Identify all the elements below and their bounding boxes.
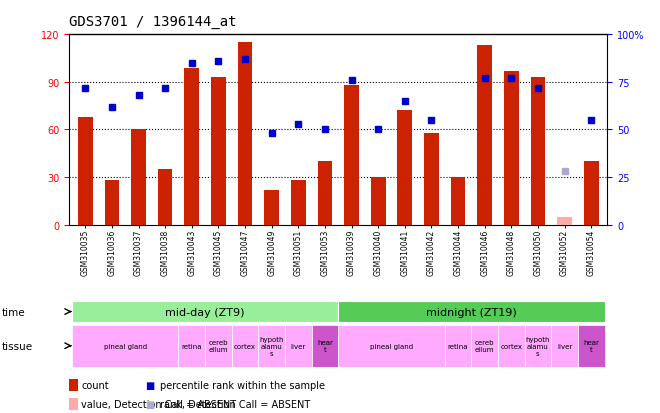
Text: midnight (ZT19): midnight (ZT19) xyxy=(426,307,517,317)
Text: liver: liver xyxy=(557,343,572,349)
Text: count: count xyxy=(81,380,109,390)
Bar xyxy=(338,325,445,367)
Bar xyxy=(317,162,332,225)
Bar xyxy=(345,86,359,225)
Bar xyxy=(397,111,412,225)
Bar xyxy=(451,178,465,225)
Text: hear
t: hear t xyxy=(583,339,599,352)
Text: cortex: cortex xyxy=(234,343,256,349)
Text: hypoth
alamu
s: hypoth alamu s xyxy=(526,336,550,356)
Bar xyxy=(371,178,385,225)
Bar xyxy=(258,325,285,367)
Text: cereb
ellum: cereb ellum xyxy=(475,339,494,352)
Bar xyxy=(445,325,471,367)
Text: hear
t: hear t xyxy=(317,339,333,352)
Bar xyxy=(72,325,178,367)
Text: rank, Detection Call = ABSENT: rank, Detection Call = ABSENT xyxy=(160,399,310,409)
Bar xyxy=(205,325,232,367)
Bar xyxy=(104,181,119,225)
Bar xyxy=(504,71,519,225)
Bar xyxy=(525,325,551,367)
Text: pineal gland: pineal gland xyxy=(104,343,147,349)
Bar xyxy=(531,78,545,225)
Bar xyxy=(312,325,338,367)
Text: cortex: cortex xyxy=(500,343,522,349)
Text: pineal gland: pineal gland xyxy=(370,343,413,349)
Text: ■: ■ xyxy=(145,380,154,390)
Bar xyxy=(232,325,258,367)
Bar xyxy=(78,117,92,225)
Text: tissue: tissue xyxy=(2,341,33,351)
Text: retina: retina xyxy=(448,343,469,349)
Bar xyxy=(265,190,279,225)
Text: percentile rank within the sample: percentile rank within the sample xyxy=(160,380,325,390)
Bar xyxy=(498,325,525,367)
Bar xyxy=(584,162,599,225)
Bar xyxy=(291,181,306,225)
Text: cereb
ellum: cereb ellum xyxy=(209,339,228,352)
Bar xyxy=(131,130,146,225)
Bar xyxy=(471,325,498,367)
Bar xyxy=(551,325,578,367)
Text: GDS3701 / 1396144_at: GDS3701 / 1396144_at xyxy=(69,15,237,29)
Bar xyxy=(285,325,312,367)
Bar xyxy=(477,46,492,225)
Bar xyxy=(338,301,605,322)
Bar xyxy=(424,133,439,225)
Bar xyxy=(158,170,172,225)
Text: retina: retina xyxy=(182,343,202,349)
Text: value, Detection Call = ABSENT: value, Detection Call = ABSENT xyxy=(81,399,236,409)
Text: mid-day (ZT9): mid-day (ZT9) xyxy=(166,307,245,317)
Bar xyxy=(178,325,205,367)
Text: liver: liver xyxy=(290,343,306,349)
Text: time: time xyxy=(2,307,26,317)
Bar xyxy=(557,217,572,225)
Bar xyxy=(184,68,199,225)
Text: ■: ■ xyxy=(145,399,154,409)
Text: hypoth
alamu
s: hypoth alamu s xyxy=(259,336,284,356)
Bar xyxy=(211,78,226,225)
Bar xyxy=(578,325,605,367)
Bar xyxy=(238,43,252,225)
Bar xyxy=(72,301,338,322)
